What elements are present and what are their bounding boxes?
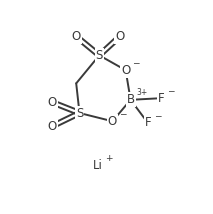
Text: −: −	[154, 111, 162, 120]
Text: S: S	[96, 49, 103, 62]
Text: S: S	[76, 107, 83, 119]
Text: O: O	[48, 120, 57, 133]
Text: +: +	[105, 154, 113, 163]
Text: O: O	[108, 115, 117, 128]
Text: F: F	[158, 92, 164, 105]
Text: B: B	[127, 93, 135, 106]
Text: F: F	[145, 116, 151, 129]
Text: O: O	[72, 30, 81, 43]
Text: −: −	[119, 109, 126, 118]
Text: −: −	[132, 58, 139, 67]
Text: O: O	[121, 64, 130, 77]
Text: O: O	[48, 96, 57, 109]
Text: −: −	[167, 86, 175, 95]
Text: Li: Li	[93, 159, 103, 172]
Text: O: O	[115, 30, 124, 43]
Text: 3+: 3+	[137, 88, 148, 97]
